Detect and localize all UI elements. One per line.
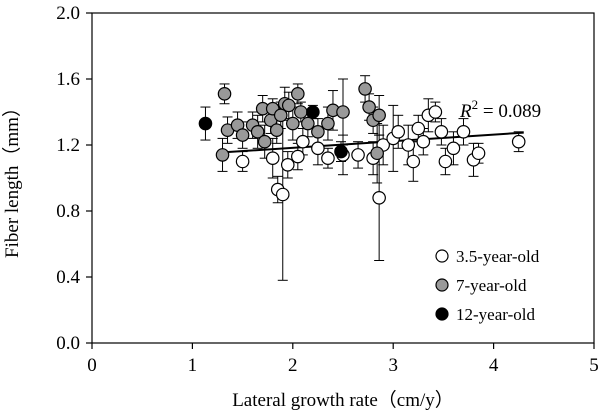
- data-point-3.5-year-old: [291, 149, 305, 164]
- point-layer: [198, 82, 526, 205]
- legend-marker-3.5-year-old: [435, 249, 449, 263]
- data-point-3.5-year-old: [391, 125, 406, 139]
- data-point-7-year-old: [321, 116, 335, 131]
- data-point-7-year-old: [301, 116, 315, 131]
- x-tick-label: 5: [589, 355, 599, 376]
- r-squared-exponent: 2: [472, 97, 479, 112]
- data-point-3.5-year-old: [511, 134, 526, 149]
- data-point-12-year-old: [198, 116, 213, 131]
- x-axis-title: Lateral growth rate（cm/y）: [232, 389, 454, 411]
- data-point-7-year-old: [215, 148, 230, 162]
- data-point-3.5-year-old: [265, 151, 280, 165]
- data-point-7-year-old: [269, 123, 284, 137]
- data-point-3.5-year-old: [411, 121, 426, 136]
- y-tick-label: 2.0: [56, 3, 80, 24]
- legend-marker-7-year-old: [435, 278, 449, 292]
- data-point-3.5-year-old: [416, 134, 431, 149]
- data-point-12-year-old: [306, 105, 320, 119]
- legend-label-7-year-old: 7-year-old: [456, 276, 527, 295]
- data-point-7-year-old: [285, 116, 300, 131]
- x-tick-label: 4: [489, 355, 499, 376]
- data-point-3.5-year-old: [438, 154, 453, 169]
- data-point-7-year-old: [372, 108, 386, 123]
- data-point-7-year-old: [250, 125, 265, 139]
- data-point-7-year-old: [291, 87, 305, 101]
- data-point-3.5-year-old: [311, 141, 325, 156]
- data-point-3.5-year-old: [372, 191, 386, 205]
- data-point-3.5-year-old: [406, 154, 421, 169]
- data-point-7-year-old: [257, 134, 272, 149]
- legend-label-3.5-year-old: 3.5-year-old: [456, 247, 540, 266]
- x-tick-label: 3: [388, 355, 398, 376]
- data-point-3.5-year-old: [446, 141, 461, 156]
- legend-marker-12-year-old: [435, 307, 449, 321]
- tick-layer: 0 1 2 3 4 5 0.0 0.4 0.8 1.2 1.6 2.0: [56, 3, 599, 376]
- data-point-7-year-old: [358, 82, 372, 96]
- data-point-3.5-year-old: [235, 154, 250, 169]
- r-squared-value: = 0.089: [478, 101, 541, 122]
- data-point-3.5-year-old: [471, 146, 486, 161]
- data-point-3.5-year-old: [428, 105, 443, 119]
- data-point-7-year-old: [235, 128, 250, 142]
- data-point-3.5-year-old: [434, 125, 449, 139]
- x-tick-label: 1: [188, 355, 198, 376]
- y-tick-label: 0.8: [56, 201, 80, 222]
- data-point-3.5-year-old: [401, 138, 416, 152]
- y-tick-label: 1.2: [56, 135, 80, 156]
- regression-line: [222, 131, 524, 154]
- data-point-7-year-old: [294, 105, 308, 119]
- data-point-7-year-old: [281, 98, 296, 113]
- legend: 3.5-year-old 7-year-old 12-year-old: [435, 247, 540, 324]
- data-point-7-year-old: [217, 87, 232, 101]
- data-point-7-year-old: [336, 105, 350, 119]
- data-point-3.5-year-old: [351, 148, 365, 162]
- data-point-3.5-year-old: [275, 187, 290, 202]
- y-tick-label: 0.0: [56, 333, 80, 354]
- x-tick-label: 2: [288, 355, 298, 376]
- trendline-layer: [222, 131, 524, 154]
- y-tick-label: 0.4: [56, 267, 80, 288]
- y-axis-title: Fiber length（mm）: [1, 98, 23, 258]
- x-tick-label: 0: [87, 355, 97, 376]
- plot-frame: [91, 12, 595, 344]
- legend-label-12-year-old: 12-year-old: [456, 305, 535, 324]
- data-point-12-year-old: [334, 144, 348, 159]
- data-point-3.5-year-old: [456, 125, 471, 139]
- data-point-7-year-old: [362, 100, 376, 114]
- r-squared-annotation: R2 = 0.089: [459, 97, 541, 122]
- data-point-3.5-year-old: [321, 151, 335, 165]
- y-tick-label: 1.6: [56, 69, 80, 90]
- r-squared-symbol: R: [459, 101, 472, 122]
- data-point-3.5-year-old: [280, 158, 295, 172]
- data-point-7-year-old: [311, 125, 325, 139]
- data-point-3.5-year-old: [296, 134, 310, 149]
- data-point-7-year-old: [370, 146, 384, 161]
